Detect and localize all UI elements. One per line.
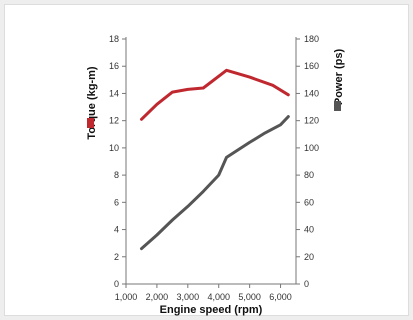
left-axis-tick-label: 4: [114, 225, 119, 235]
x-axis-tick-label: 2,000: [146, 292, 169, 302]
axes-layer: [122, 37, 300, 288]
torque-series-line: [140, 68, 290, 121]
left-axis-tick-label: 6: [114, 197, 119, 207]
power-legend-swatch: [334, 101, 341, 111]
right-axis-tick-label: 180: [304, 34, 319, 44]
right-axis-tick-label: 160: [304, 61, 319, 71]
series-layer: [140, 68, 290, 251]
right-axis-tick-label: 120: [304, 116, 319, 126]
x-axis-tick-label: 5,000: [238, 292, 261, 302]
x-axis-tick-label: 3,000: [177, 292, 200, 302]
x-axis-tick-label: 4,000: [207, 292, 230, 302]
right-axis-title: Power (ps): [333, 49, 345, 106]
right-axis-tick-label: 0: [304, 279, 309, 289]
left-axis-tick-label: 14: [109, 88, 119, 98]
power-series-line: [140, 115, 290, 251]
chart-frame: 0 2 4 6 8 10 12 14 16 18 0 20 40 60 80 100 120 140 160 180 1…: [4, 4, 409, 316]
x-axis-title: Engine speed (rpm): [160, 304, 263, 316]
right-axis-tick-label: 40: [304, 225, 314, 235]
x-axis-tick-label: 6,000: [269, 292, 292, 302]
left-axis-tick-label: 2: [114, 252, 119, 262]
left-axis-tick-label: 18: [109, 34, 119, 44]
right-axis-tick-label: 100: [304, 143, 319, 153]
labels-layer: 0246810121416180204060801001201401601801…: [86, 34, 345, 316]
right-axis-tick-label: 80: [304, 170, 314, 180]
right-axis-tick-label: 140: [304, 88, 319, 98]
right-axis-tick-label: 60: [304, 197, 314, 207]
x-axis-tick-label: 1,000: [115, 292, 138, 302]
right-axis-tick-label: 20: [304, 252, 314, 262]
left-axis-tick-label: 8: [114, 170, 119, 180]
torque-power-chart: 0246810121416180204060801001201401601801…: [86, 34, 345, 316]
left-axis-tick-label: 0: [114, 279, 119, 289]
left-axis-tick-label: 10: [109, 143, 119, 153]
left-axis-tick-label: 16: [109, 61, 119, 71]
torque-legend-swatch: [87, 118, 94, 128]
left-axis-title: Torque (kg-m): [86, 66, 98, 139]
left-axis-tick-label: 12: [109, 116, 119, 126]
